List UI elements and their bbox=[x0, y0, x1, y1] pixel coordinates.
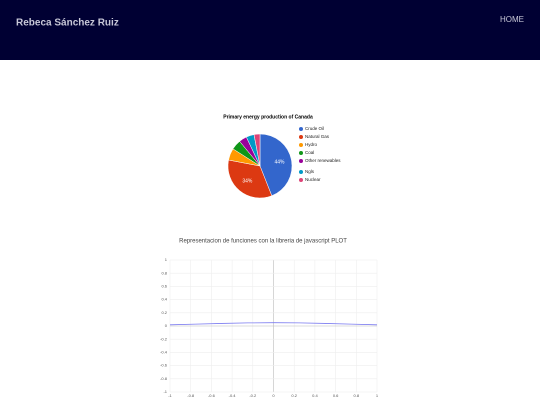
legend-swatch bbox=[299, 151, 303, 155]
legend-swatch bbox=[299, 170, 303, 174]
legend-label: Crude Oil bbox=[305, 126, 324, 131]
header-bar bbox=[0, 0, 540, 60]
x-tick-label: 0.4 bbox=[312, 393, 318, 398]
legend-swatch bbox=[299, 127, 303, 131]
pie-slice bbox=[259, 133, 293, 197]
slice-label: 44% bbox=[274, 160, 285, 166]
legend-label: Ngls bbox=[305, 169, 315, 174]
y-tick-label: -0.4 bbox=[160, 349, 168, 354]
y-tick-label: 0.2 bbox=[161, 310, 167, 315]
legend-label: Natural Gas bbox=[305, 134, 330, 139]
legend-swatch bbox=[299, 178, 303, 182]
x-tick-label: -1 bbox=[168, 393, 172, 398]
x-tick-label: -0.6 bbox=[208, 393, 216, 398]
x-tick-label: -0.2 bbox=[249, 393, 257, 398]
y-tick-label: 0.8 bbox=[161, 270, 167, 275]
x-tick-label: -0.4 bbox=[229, 393, 237, 398]
pie-slice bbox=[253, 133, 261, 167]
pie-slice bbox=[227, 159, 273, 199]
legend-label: Coal bbox=[305, 150, 314, 155]
function-line bbox=[169, 322, 378, 326]
legend-swatch bbox=[299, 143, 303, 147]
y-tick-label: -0.8 bbox=[160, 376, 168, 381]
y-tick-label: -0.6 bbox=[160, 363, 168, 368]
legend-swatch bbox=[299, 159, 303, 163]
x-tick-label: 0.6 bbox=[333, 393, 339, 398]
legend-swatch bbox=[299, 135, 303, 139]
site-title: Rebeca Sánchez Ruiz bbox=[16, 18, 119, 29]
y-tick-label: -1 bbox=[163, 389, 167, 394]
x-tick-label: -0.8 bbox=[187, 393, 195, 398]
legend-label: Other renewables bbox=[305, 158, 341, 163]
plot-title: Representacion de funciones con la libre… bbox=[179, 239, 347, 245]
y-tick-label: 0 bbox=[165, 323, 168, 328]
x-tick-label: 0.2 bbox=[291, 393, 297, 398]
x-tick-label: 0 bbox=[272, 393, 275, 398]
pie-title: Primary energy production of Canada bbox=[223, 114, 313, 120]
slice-label: 34% bbox=[242, 179, 253, 185]
y-tick-label: 0.4 bbox=[161, 297, 167, 302]
y-tick-label: 1 bbox=[165, 257, 168, 262]
legend-label: Nuclear bbox=[305, 177, 321, 182]
y-tick-label: -0.2 bbox=[160, 336, 168, 341]
x-tick-label: 0.8 bbox=[354, 393, 360, 398]
legend-label: Hydro bbox=[305, 142, 318, 147]
nav-link[interactable]: HOME bbox=[500, 15, 524, 24]
x-tick-label: 1 bbox=[376, 393, 379, 398]
y-tick-label: 0.6 bbox=[161, 283, 167, 288]
